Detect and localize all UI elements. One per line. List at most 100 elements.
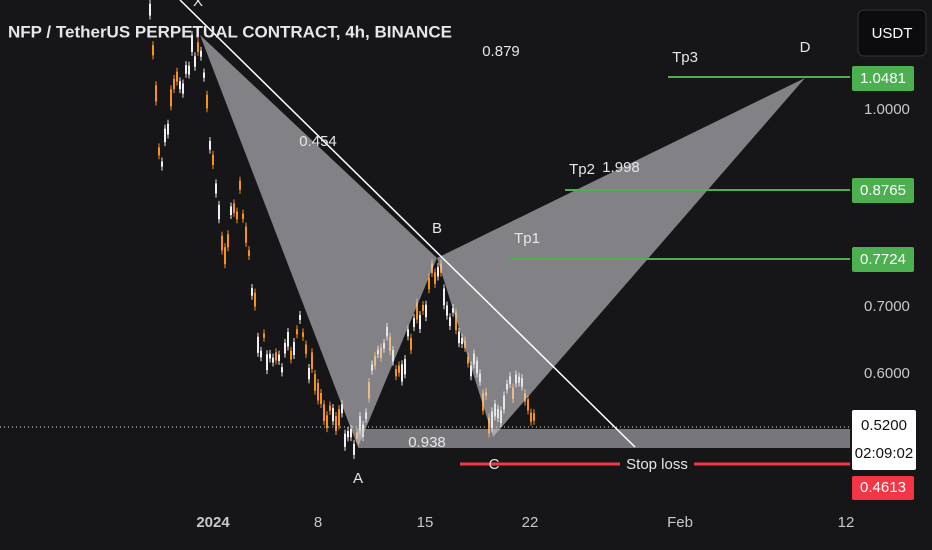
candle-body xyxy=(236,211,238,220)
xd-band xyxy=(358,429,850,448)
candle-body xyxy=(329,405,331,411)
candle-body xyxy=(152,45,154,56)
candle-body xyxy=(164,128,166,143)
time-tick: 22 xyxy=(522,514,539,531)
candle-body xyxy=(248,250,250,256)
candle-body xyxy=(215,183,217,194)
candle-body xyxy=(425,304,427,318)
candle-body xyxy=(446,305,448,316)
candle-body xyxy=(461,337,463,344)
candle-body xyxy=(197,42,199,52)
candle-body xyxy=(200,50,202,57)
tp3-tag-label: 1.0481 xyxy=(860,70,906,87)
candle-body xyxy=(302,332,304,337)
candle-body xyxy=(458,331,460,344)
candle-body xyxy=(428,277,430,290)
stop-tag-label: 0.4613 xyxy=(860,479,906,496)
ratio-ac: 0.879 xyxy=(482,43,520,60)
point-a: A xyxy=(353,470,363,487)
tp1-tag-label: 0.7724 xyxy=(860,251,906,268)
time-tick: 2024 xyxy=(196,514,230,531)
candle-body xyxy=(335,416,337,431)
candle-body xyxy=(416,302,418,320)
candle-body xyxy=(230,206,232,215)
candle-body xyxy=(398,365,400,373)
candle-body xyxy=(266,354,268,371)
candle-body xyxy=(317,382,319,401)
tp3-tag xyxy=(852,66,914,91)
candle-body xyxy=(350,428,352,438)
candle-body xyxy=(332,408,334,422)
candle-body xyxy=(161,161,163,167)
candle-body xyxy=(305,344,307,354)
candle-body xyxy=(260,350,262,358)
candle-body xyxy=(470,365,472,377)
candle-body xyxy=(530,412,532,422)
tp1-label: Tp1 xyxy=(514,230,540,247)
time-tick: Feb xyxy=(667,514,693,531)
candle-body xyxy=(272,357,274,363)
candle-body xyxy=(452,307,454,313)
time-tick: 8 xyxy=(314,514,322,531)
candle-body xyxy=(437,267,439,277)
candle-body xyxy=(179,81,181,90)
candle-body xyxy=(344,433,346,447)
candle-body xyxy=(341,404,343,414)
candle-body xyxy=(443,288,445,306)
candle-body xyxy=(413,318,415,328)
candle-body xyxy=(194,56,196,67)
candle-body xyxy=(254,292,256,307)
candle-body xyxy=(185,65,187,74)
candle-body xyxy=(269,353,271,359)
xb-line xyxy=(179,0,636,448)
tp2-tag xyxy=(852,178,914,203)
candle-body xyxy=(353,443,355,455)
tp3-label: Tp3 xyxy=(672,49,698,66)
candle-body xyxy=(323,404,325,422)
candle-body xyxy=(401,364,403,382)
candle-body xyxy=(434,272,436,284)
candle-body xyxy=(239,180,241,190)
price-tick: 1.0000 xyxy=(864,101,910,118)
candle-body xyxy=(209,141,211,150)
candle-body xyxy=(167,123,169,135)
price-tick: 0.6000 xyxy=(864,365,910,382)
candle-body xyxy=(308,367,310,380)
candle-body xyxy=(218,204,220,220)
candle-body xyxy=(263,333,265,338)
time-tick: 12 xyxy=(838,514,855,531)
candle-body xyxy=(467,356,469,364)
candle-body xyxy=(251,288,253,296)
currency-button-label: USDT xyxy=(872,25,913,42)
candle-body xyxy=(293,342,295,355)
candle-body xyxy=(533,413,535,421)
candle-body xyxy=(299,315,301,320)
currency-button[interactable] xyxy=(857,9,927,57)
candle-body xyxy=(206,94,208,109)
candle-body xyxy=(275,352,277,361)
time-tick: 15 xyxy=(417,514,434,531)
candle-body xyxy=(203,72,205,78)
candle-body xyxy=(314,374,316,391)
candle-body xyxy=(455,312,457,331)
candle-body xyxy=(320,392,322,404)
point-x: X xyxy=(193,0,203,10)
candle-body xyxy=(188,65,190,75)
ratio-xd: 0.938 xyxy=(408,434,446,451)
point-c: C xyxy=(489,456,500,473)
candle-body xyxy=(449,317,451,327)
tp2-label: Tp2 xyxy=(569,161,595,178)
candle-body xyxy=(296,329,298,335)
candle-body xyxy=(407,329,409,337)
candle-body xyxy=(212,154,214,165)
candle-body xyxy=(233,203,235,213)
price-tick: 0.7000 xyxy=(864,298,910,315)
candle-body xyxy=(284,342,286,354)
pattern-xab xyxy=(200,35,437,447)
candle-body xyxy=(158,147,160,156)
last-price-label: 0.5200 xyxy=(861,417,907,434)
stop-label: Stop loss xyxy=(626,456,688,473)
candle-body xyxy=(488,417,490,434)
candle-body xyxy=(404,359,406,375)
